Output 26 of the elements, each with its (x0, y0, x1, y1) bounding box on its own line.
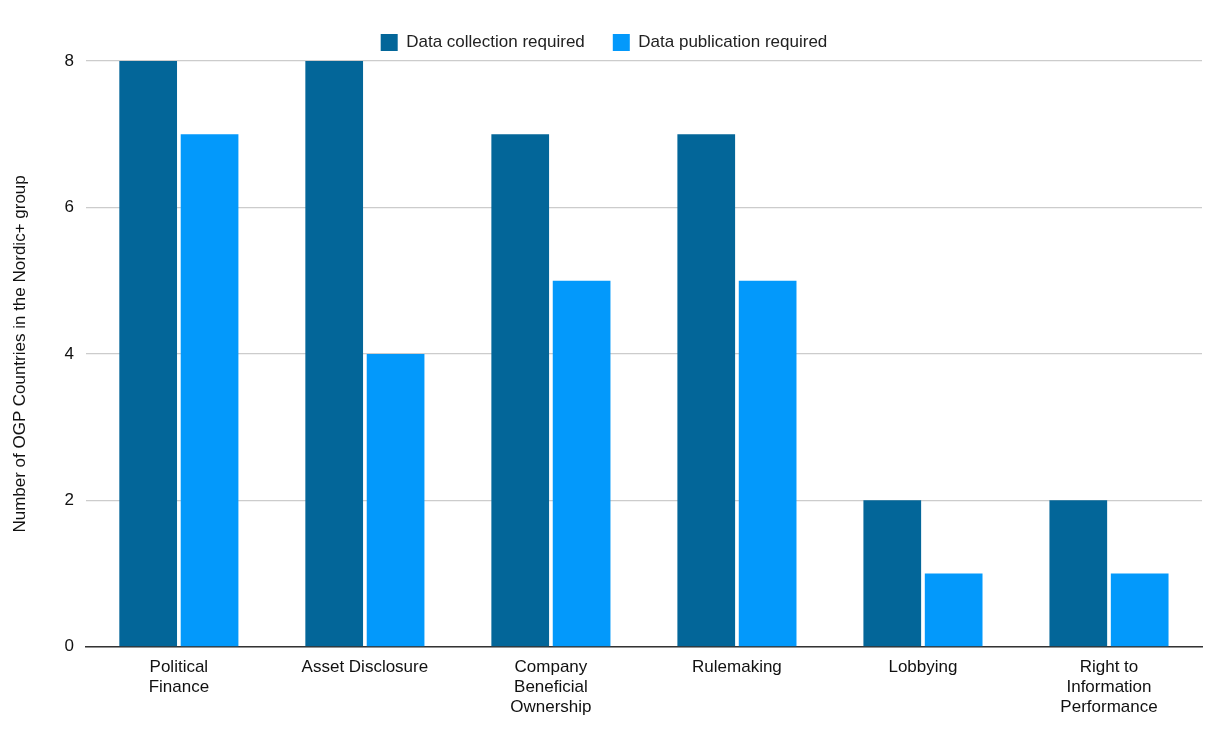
bar (305, 61, 364, 647)
y-axis-title: Number of OGP Countries in the Nordic+ group (9, 175, 29, 533)
y-tick-label: 2 (64, 490, 74, 510)
legend-label: Data publication required (638, 32, 828, 52)
bar (677, 134, 736, 647)
bar (366, 353, 425, 647)
bar (180, 134, 239, 647)
y-tick-label: 0 (64, 636, 74, 656)
x-tick-label: Rulemaking (692, 656, 782, 676)
bar (738, 280, 797, 647)
bar (1049, 500, 1108, 647)
bar (491, 134, 550, 647)
bar (552, 280, 611, 647)
y-tick-label: 6 (64, 197, 74, 217)
bar (924, 573, 983, 647)
x-tick-label: Lobbying (888, 656, 958, 676)
bar (119, 61, 178, 647)
bar (863, 500, 922, 647)
legend-label: Data collection required (406, 32, 585, 52)
y-tick-label: 4 (64, 343, 74, 363)
x-tick-label: Right to Information Performance (1060, 656, 1158, 717)
bar (1110, 573, 1169, 647)
x-tick-label: Political Finance (148, 656, 210, 697)
y-tick-label: 8 (64, 50, 74, 70)
x-tick-label: Company Beneficial Ownership (510, 656, 592, 717)
x-tick-label: Asset Disclosure (301, 656, 429, 676)
